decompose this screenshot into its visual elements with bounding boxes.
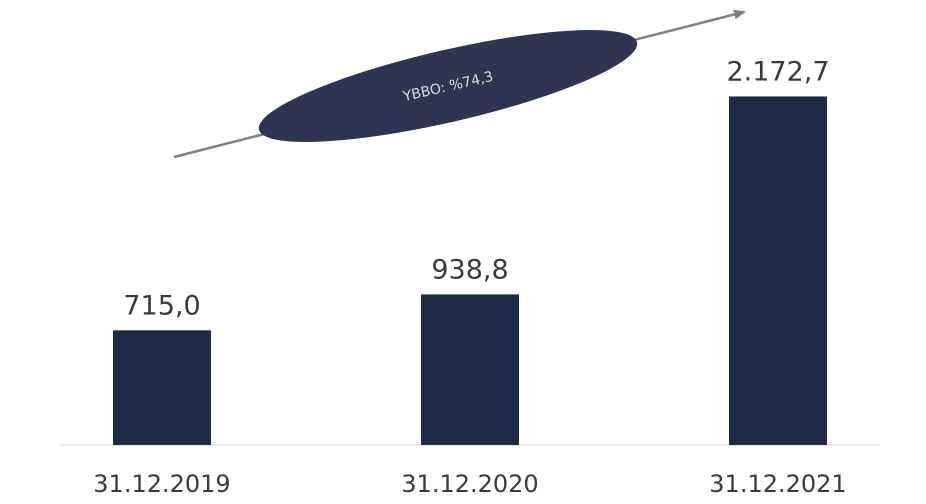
cagr-annotation: YBBO: %74,3 — [258, 30, 638, 142]
bar-31.12.2021 — [729, 96, 827, 445]
value-label: 715,0 — [123, 290, 200, 321]
x-tick-labels-layer: 31.12.2019 31.12.2020 31.12.2021 — [93, 470, 846, 498]
value-label: 938,8 — [431, 254, 508, 285]
value-label: 2.172,7 — [726, 56, 829, 87]
cagr-ellipse — [258, 30, 638, 142]
x-tick-label: 31.12.2020 — [401, 470, 538, 498]
x-tick-label: 31.12.2019 — [93, 470, 230, 498]
bars-layer — [113, 96, 827, 445]
bar-31.12.2020 — [421, 294, 519, 445]
x-tick-label: 31.12.2021 — [709, 470, 846, 498]
bar-31.12.2019 — [113, 330, 211, 445]
value-labels-layer: 715,0 938,8 2.172,7 — [123, 56, 829, 321]
